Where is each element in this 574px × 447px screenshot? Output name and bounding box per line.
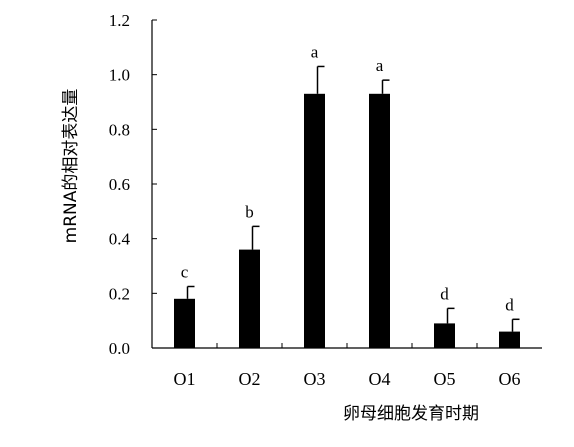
bar	[239, 249, 260, 348]
x-tick-label: O2	[239, 369, 261, 389]
y-tick-label: 0.4	[109, 230, 131, 249]
x-tick-label: O3	[304, 369, 326, 389]
axes	[151, 20, 542, 349]
significance-label: d	[505, 295, 514, 314]
bar	[369, 93, 390, 348]
labels: c O1 b O2 a O3 a O4 d O5 d O6	[174, 42, 521, 389]
significance-label: b	[245, 202, 254, 221]
y-axis-title: mRNA的相对表达量	[61, 89, 81, 244]
x-tick-label: O6	[499, 369, 521, 389]
bar	[434, 323, 455, 348]
x-tick-label: O5	[434, 369, 456, 389]
y-ticks: 0.0 0.2 0.4 0.6 0.8 1.0 1.2	[109, 11, 478, 358]
bars	[174, 65, 520, 348]
bar	[304, 93, 325, 348]
significance-label: c	[181, 263, 189, 282]
x-axis-title: 卵母细胞发育时期	[343, 404, 479, 424]
y-tick-label: 1.2	[109, 11, 130, 30]
x-tick-label: O1	[174, 369, 196, 389]
significance-label: d	[440, 284, 449, 303]
significance-label: a	[311, 42, 319, 61]
bar	[499, 331, 520, 348]
y-tick-label: 1.0	[109, 66, 130, 85]
y-tick-label: 0.8	[109, 120, 130, 139]
y-tick-label: 0.2	[109, 284, 130, 303]
significance-label: a	[376, 56, 384, 75]
y-tick-label: 0.6	[109, 175, 130, 194]
y-tick-label: 0.0	[109, 339, 130, 358]
bar	[174, 298, 195, 348]
x-tick-label: O4	[369, 369, 391, 389]
